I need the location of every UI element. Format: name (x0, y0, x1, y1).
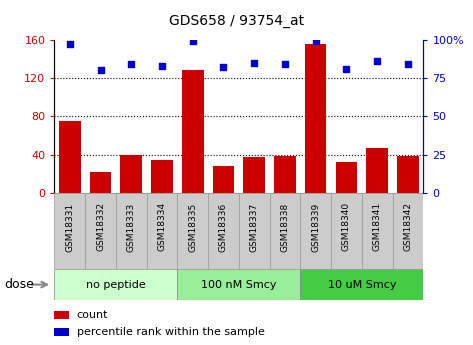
Bar (336, 161, 357, 193)
Bar (90, 172, 111, 193)
Bar (367, 148, 388, 193)
Bar (393, 193, 423, 269)
Bar (151, 160, 173, 193)
Point (342, 66, 350, 72)
Text: 10 uM Smcy: 10 uM Smcy (328, 280, 396, 289)
Text: percentile rank within the sample: percentile rank within the sample (77, 327, 264, 337)
Bar (116, 193, 147, 269)
Bar (54, 269, 177, 300)
Bar (300, 193, 331, 269)
Bar (331, 193, 362, 269)
Bar (213, 166, 234, 193)
Text: count: count (77, 310, 108, 320)
Text: GSM18337: GSM18337 (250, 202, 259, 252)
Point (251, 60, 258, 66)
Bar (208, 193, 239, 269)
Bar (397, 156, 419, 193)
Text: GSM18340: GSM18340 (342, 202, 351, 252)
Text: GSM18336: GSM18336 (219, 202, 228, 252)
Bar (59, 121, 80, 193)
Bar (147, 193, 177, 269)
Bar (362, 193, 393, 269)
Bar (300, 269, 423, 300)
Point (374, 58, 381, 64)
Text: GDS658 / 93754_at: GDS658 / 93754_at (169, 14, 304, 28)
Point (219, 65, 227, 70)
Text: GSM18342: GSM18342 (403, 202, 412, 251)
Text: GSM18331: GSM18331 (65, 202, 74, 252)
Text: GSM18339: GSM18339 (311, 202, 320, 252)
Text: GSM18333: GSM18333 (127, 202, 136, 252)
Bar (54, 193, 85, 269)
Text: GSM18335: GSM18335 (188, 202, 197, 252)
Text: GSM18341: GSM18341 (373, 202, 382, 252)
Text: GSM18338: GSM18338 (280, 202, 289, 252)
Bar (85, 193, 116, 269)
Point (158, 63, 166, 69)
Text: GSM18332: GSM18332 (96, 202, 105, 252)
Bar (274, 156, 296, 193)
Bar (270, 193, 300, 269)
Bar (244, 157, 265, 193)
Text: dose: dose (5, 278, 35, 291)
Bar (54, 311, 69, 319)
Point (66, 41, 74, 47)
Text: GSM18334: GSM18334 (158, 202, 166, 252)
Bar (239, 193, 270, 269)
Point (189, 38, 197, 44)
Bar (177, 193, 208, 269)
Point (128, 61, 135, 67)
Bar (305, 45, 326, 193)
Point (281, 61, 289, 67)
Bar (182, 70, 203, 193)
Point (312, 38, 320, 44)
Bar (121, 155, 142, 193)
Point (96, 68, 104, 73)
Bar (177, 269, 300, 300)
Text: 100 nM Smcy: 100 nM Smcy (201, 280, 277, 289)
Point (404, 61, 412, 67)
Bar (54, 328, 69, 336)
Text: no peptide: no peptide (86, 280, 146, 289)
